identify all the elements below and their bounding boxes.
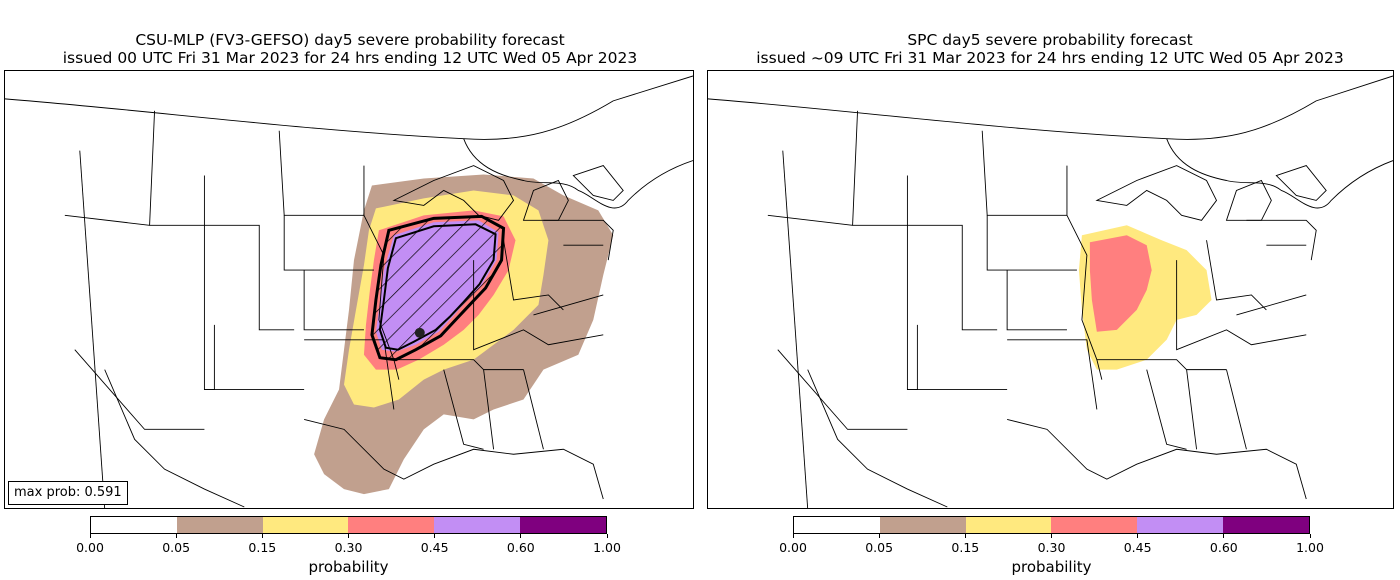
colorbar-tick: 1.00 <box>587 534 627 555</box>
colorbar-segment <box>965 517 1052 533</box>
csu-mlp-map: max prob: 0.591 <box>4 70 694 509</box>
colorbar-segment <box>434 517 521 533</box>
colorbar-tick: 0.30 <box>329 534 369 555</box>
colorbar-tick: 0.45 <box>415 534 455 555</box>
significant-outline-inner <box>378 223 497 351</box>
colorbar-segment <box>91 517 177 533</box>
colorbar <box>793 516 1310 534</box>
csu-mlp-panel: CSU-MLP (FV3-GEFSO) day5 severe probabil… <box>0 31 700 576</box>
spc-panel: SPC day5 severe probability forecast iss… <box>700 0 1400 580</box>
colorbar <box>90 516 607 534</box>
colorbar-segment <box>879 517 966 533</box>
colorbar-tick: 0.60 <box>1204 534 1244 555</box>
max-prob-label: max prob: 0.591 <box>8 481 128 505</box>
colorbar-segment <box>1051 517 1138 533</box>
colorbar-segment <box>176 517 263 533</box>
colorbar-segment <box>1223 517 1309 533</box>
colorbar-tick: 0.00 <box>773 534 813 555</box>
boundaries <box>5 75 693 508</box>
colorbar-segment <box>520 517 606 533</box>
spc-title-line2: issued ~09 UTC Fri 31 Mar 2023 for 24 hr… <box>756 49 1344 67</box>
prob-fill-0-30 <box>1089 235 1152 332</box>
colorbar-tick: 0.60 <box>501 534 541 555</box>
colorbar-tick: 0.45 <box>1118 534 1158 555</box>
colorbar-segment <box>348 517 435 533</box>
colorbar-tick: 0.05 <box>156 534 196 555</box>
colorbar-tick: 0.15 <box>945 534 985 555</box>
colorbar-ticks: 0.00 0.05 0.15 0.30 0.45 0.60 1.00 <box>76 534 621 555</box>
spc-title: SPC day5 severe probability forecast iss… <box>700 31 1400 67</box>
colorbar-segment <box>1137 517 1224 533</box>
colorbar-ticks: 0.00 0.05 0.15 0.30 0.45 0.60 1.00 <box>779 534 1324 555</box>
max-prob-point <box>414 327 425 338</box>
csu-mlp-title-line1: CSU-MLP (FV3-GEFSO) day5 severe probabil… <box>135 31 565 49</box>
colorbar-tick: 1.00 <box>1290 534 1330 555</box>
colorbar-segment <box>262 517 349 533</box>
colorbar-tick: 0.00 <box>70 534 110 555</box>
significant-hatch <box>370 214 506 362</box>
colorbar-label: probability <box>1011 558 1092 576</box>
colorbar-label: probability <box>308 558 389 576</box>
spc-title-line1: SPC day5 severe probability forecast <box>907 31 1193 49</box>
colorbar-segment <box>794 517 880 533</box>
colorbar-tick: 0.15 <box>242 534 282 555</box>
spc-map <box>707 70 1394 509</box>
colorbar-tick: 0.30 <box>1032 534 1072 555</box>
csu-mlp-title-line2: issued 00 UTC Fri 31 Mar 2023 for 24 hrs… <box>62 49 638 67</box>
colorbar-tick: 0.05 <box>859 534 899 555</box>
csu-mlp-title: CSU-MLP (FV3-GEFSO) day5 severe probabil… <box>0 31 700 67</box>
boundaries <box>708 75 1393 508</box>
